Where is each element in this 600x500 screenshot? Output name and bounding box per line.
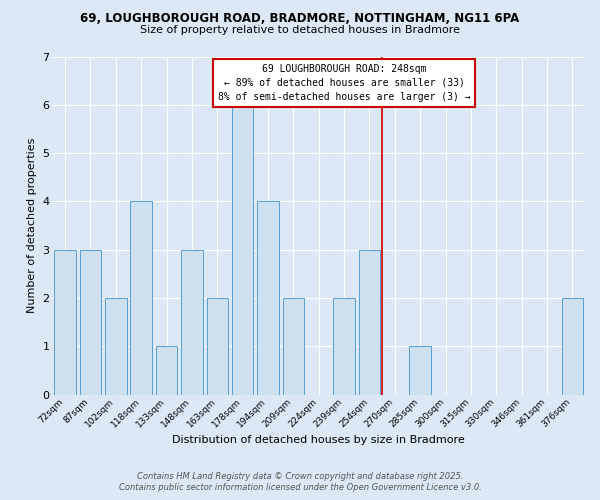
Bar [334,298,355,394]
Bar [181,250,203,394]
Bar [257,202,279,394]
Y-axis label: Number of detached properties: Number of detached properties [27,138,37,313]
Bar [80,250,101,394]
Bar [156,346,178,395]
Bar [283,298,304,394]
Bar [206,298,228,394]
Bar [359,250,380,394]
Bar [409,346,431,395]
Text: Size of property relative to detached houses in Bradmore: Size of property relative to detached ho… [140,25,460,35]
Text: 69, LOUGHBOROUGH ROAD, BRADMORE, NOTTINGHAM, NG11 6PA: 69, LOUGHBOROUGH ROAD, BRADMORE, NOTTING… [80,12,520,26]
Text: 69 LOUGHBOROUGH ROAD: 248sqm
← 89% of detached houses are smaller (33)
8% of sem: 69 LOUGHBOROUGH ROAD: 248sqm ← 89% of de… [218,64,470,102]
X-axis label: Distribution of detached houses by size in Bradmore: Distribution of detached houses by size … [172,435,465,445]
Bar [232,105,253,395]
Bar [562,298,583,394]
Text: Contains HM Land Registry data © Crown copyright and database right 2025.
Contai: Contains HM Land Registry data © Crown c… [119,472,481,492]
Bar [105,298,127,394]
Bar [55,250,76,394]
Bar [130,202,152,394]
